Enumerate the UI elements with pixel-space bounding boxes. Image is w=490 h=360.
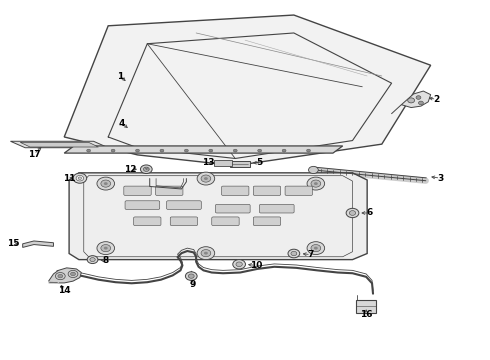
Circle shape: [291, 251, 297, 256]
Text: 6: 6: [367, 208, 373, 217]
Text: 5: 5: [257, 158, 263, 167]
Circle shape: [78, 177, 81, 180]
Circle shape: [87, 256, 98, 264]
Polygon shape: [69, 173, 367, 260]
Circle shape: [204, 252, 208, 255]
Circle shape: [288, 249, 300, 258]
Circle shape: [314, 247, 318, 249]
FancyBboxPatch shape: [156, 186, 183, 195]
FancyBboxPatch shape: [124, 186, 151, 195]
Circle shape: [111, 149, 115, 152]
Circle shape: [307, 177, 325, 190]
Text: 9: 9: [189, 280, 196, 289]
Polygon shape: [401, 91, 431, 108]
Circle shape: [418, 101, 423, 105]
Text: 17: 17: [27, 150, 40, 159]
Circle shape: [185, 272, 197, 280]
Text: 4: 4: [119, 119, 125, 128]
Text: 12: 12: [124, 165, 136, 174]
Circle shape: [416, 96, 421, 99]
FancyBboxPatch shape: [259, 204, 294, 213]
Circle shape: [188, 274, 194, 278]
Circle shape: [136, 149, 140, 152]
Circle shape: [201, 249, 211, 257]
Text: 7: 7: [308, 250, 314, 259]
FancyBboxPatch shape: [212, 217, 239, 226]
Text: 13: 13: [202, 158, 215, 167]
FancyBboxPatch shape: [230, 161, 250, 167]
Polygon shape: [49, 268, 81, 283]
Circle shape: [201, 175, 211, 182]
Polygon shape: [84, 176, 352, 257]
Circle shape: [58, 274, 63, 278]
Circle shape: [233, 260, 245, 269]
FancyBboxPatch shape: [170, 217, 197, 226]
Circle shape: [76, 175, 84, 181]
Circle shape: [68, 270, 78, 278]
Text: 16: 16: [360, 310, 372, 319]
Circle shape: [236, 262, 243, 267]
Circle shape: [104, 247, 108, 249]
Circle shape: [233, 149, 237, 152]
Polygon shape: [20, 142, 98, 147]
FancyBboxPatch shape: [215, 160, 232, 166]
Text: 2: 2: [434, 95, 440, 104]
Text: 10: 10: [249, 261, 262, 270]
Circle shape: [346, 208, 359, 218]
FancyBboxPatch shape: [125, 201, 160, 210]
Text: 8: 8: [102, 256, 109, 265]
FancyBboxPatch shape: [216, 204, 250, 213]
Text: 11: 11: [63, 174, 75, 183]
Circle shape: [204, 177, 208, 180]
Circle shape: [101, 180, 111, 187]
FancyBboxPatch shape: [253, 186, 281, 195]
Circle shape: [87, 149, 91, 152]
Polygon shape: [23, 241, 53, 247]
Circle shape: [349, 211, 356, 215]
Text: 15: 15: [7, 239, 19, 248]
FancyBboxPatch shape: [356, 300, 376, 312]
Circle shape: [311, 244, 321, 252]
Polygon shape: [10, 141, 108, 148]
Circle shape: [307, 242, 325, 255]
Circle shape: [160, 149, 164, 152]
FancyBboxPatch shape: [253, 217, 281, 226]
Circle shape: [309, 166, 318, 174]
Circle shape: [282, 149, 286, 152]
Circle shape: [101, 244, 111, 252]
Circle shape: [307, 149, 311, 152]
FancyBboxPatch shape: [285, 186, 313, 195]
Polygon shape: [64, 146, 343, 153]
Text: 14: 14: [58, 286, 71, 295]
Circle shape: [104, 182, 108, 185]
Circle shape: [184, 149, 188, 152]
Circle shape: [197, 247, 215, 260]
Text: 3: 3: [437, 174, 443, 183]
Circle shape: [311, 180, 321, 187]
Circle shape: [73, 173, 87, 183]
Circle shape: [71, 272, 75, 276]
FancyBboxPatch shape: [221, 186, 249, 195]
Polygon shape: [64, 15, 431, 166]
Circle shape: [314, 182, 318, 185]
Circle shape: [209, 149, 213, 152]
Circle shape: [197, 172, 215, 185]
Circle shape: [141, 165, 152, 174]
Circle shape: [408, 98, 415, 103]
FancyBboxPatch shape: [167, 201, 201, 210]
Text: 1: 1: [117, 72, 123, 81]
Circle shape: [97, 242, 115, 255]
Circle shape: [90, 258, 95, 262]
Circle shape: [97, 177, 115, 190]
FancyBboxPatch shape: [134, 217, 161, 226]
Circle shape: [55, 273, 65, 280]
Circle shape: [144, 167, 149, 171]
Circle shape: [258, 149, 262, 152]
